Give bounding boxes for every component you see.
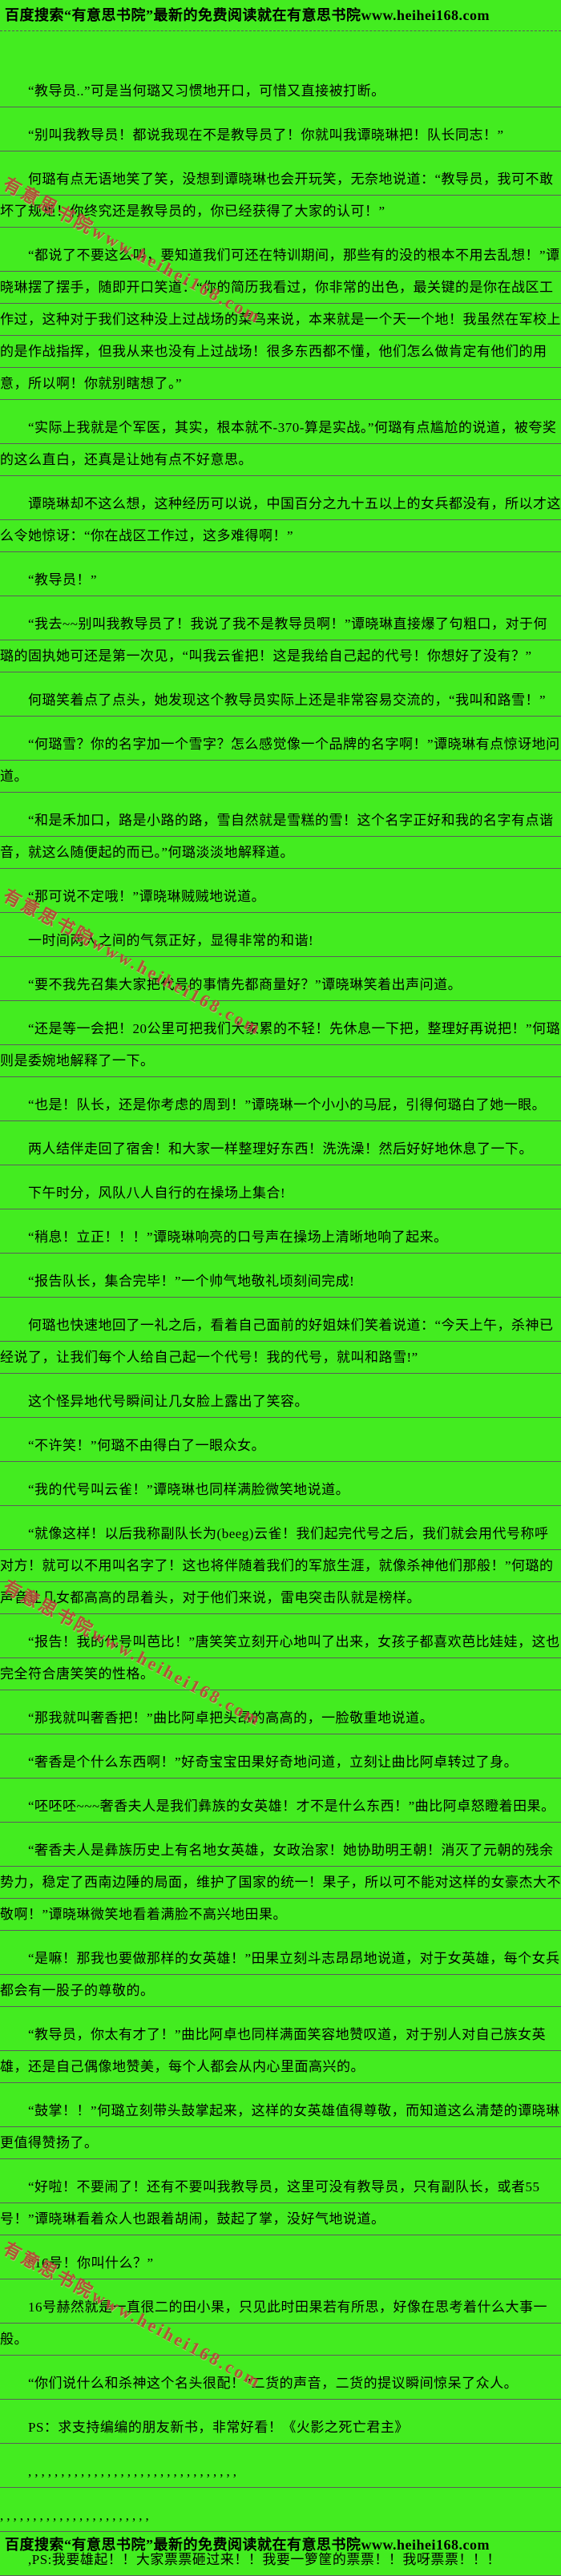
novel-paragraph: “鼓掌！！”何璐立刻带头鼓掌起来，这样的女英雄值得尊敬，而知道这么清楚的谭晓琳更… [0,2095,561,2159]
novel-paragraph: “都说了不要这么叫，要知道我们可还在特训期间，那些有的没的根本不用去乱想！”谭晓… [0,240,561,400]
novel-paragraph: 谭晓琳却不这么想，这种经历可以说，中国百分之九十五以上的女兵都没有，所以才这么令… [0,488,561,552]
novel-paragraph: “就像这样！以后我称副队长为(beeg)云雀！我们起完代号之后，我们就会用代号称… [0,1518,561,1614]
novel-paragraph: 16号赫然就是一直很二的田小果，只见此时田果若有所思，好像在思考着什么大事一般。 [0,2291,561,2356]
novel-paragraph: 这个怪异地代号瞬间让几女脸上露出了笑容。 [0,1386,561,1418]
novel-paragraph: “是嘛！那我也要做那样的女英雄！”田果立刻斗志昂昂地说道，对于女英雄，每个女兵都… [0,1943,561,2007]
novel-paragraph: 两人结伴走回了宿舍！和大家一样整理好东西！洗洗澡！然后好好地休息了一下。 [0,1133,561,1165]
novel-text-body: “教导员..”可是当何璐又习惯地开口，可惜又直接被打断。 “别叫我教导员！都说我现… [0,31,561,2576]
novel-paragraph: “好啦！不要闹了！还有不要叫我教导员，这里可没有教导员，只有副队长，或者55号！… [0,2171,561,2235]
bottom-ad-banner: 百度搜索“有意思书院”最新的免费阅读就在有意思书院www.heihei168.c… [5,2537,490,2553]
novel-paragraph: 一时间两人之间的气氛正好，显得非常的和谐! [0,925,561,957]
novel-paragraph: “教导员，你太有才了！”曲比阿卓也同样满面笑容地赞叹道，对于别人对自己族女英雄，… [0,2019,561,2083]
novel-paragraph: “和是禾加口，路是小路的路，雪自然就是雪糕的雪！这个名字正好和我的名字有点谐音，… [0,805,561,869]
novel-paragraph: “报告队长，集合完毕！”一个帅气地敬礼顷刻间完成! [0,1266,561,1298]
novel-paragraph: “奢香夫人是彝族历史上有名地女英雄，女政治家！她协助明王朝！消灭了元朝的残余势力… [0,1835,561,1931]
novel-paragraph: “教导员！” [0,564,561,596]
novel-paragraph: 下午时分，风队八人自行的在操场上集合! [0,1177,561,1209]
top-ad-banner: 百度搜索“有意思书院”最新的免费阅读就在有意思书院www.heihei168.c… [5,7,490,23]
novel-paragraph: “那我就叫奢香把！”曲比阿卓把头昂的高高的，一脸敬重地说道。 [0,1702,561,1734]
novel-paragraph: 何璐笑着点了点头，她发现这个教导员实际上还是非常容易交流的，“我叫和路雪！” [0,684,561,717]
novel-paragraph: “稍息！立正！！！”谭晓琳响亮的口号声在操场上清晰地响了起来。 [0,1221,561,1254]
novel-paragraph: “16号！你叫什么？” [0,2247,561,2279]
novel-paragraph: “呸呸呸~~~奢香夫人是我们彝族的女英雄！才不是什么东西！”曲比阿卓怒瞪着田果。 [0,1791,561,1823]
novel-paragraph: “要不我先召集大家把代号的事情先都商量好？”谭晓琳笑着出声问道。 [0,969,561,1001]
novel-paragraph: “我的代号叫云雀！”谭晓琳也同样满脸微笑地说道。 [0,1474,561,1506]
novel-paragraph: “报告！我的代号叫芭比！”唐笑笑立刻开心地叫了出来，女孩子都喜欢芭比娃娃，这也完… [0,1626,561,1690]
novel-paragraph: “教导员..”可是当何璐又习惯地开口，可惜又直接被打断。 [0,75,561,107]
novel-paragraph: ,,,,,,,,,,,,,,,,,,,,,,,,,,,,,,,, [0,2456,561,2488]
novel-paragraph: “我去~~别叫我教导员了！我说了我不是教导员啊！”谭晓琳直接爆了句粗口，对于何璐… [0,608,561,672]
novel-paragraph: “别叫我教导员！都说我现在不是教导员了！你就叫我谭晓琳把！队长同志！” [0,119,561,151]
novel-paragraph: “那可说不定哦！”谭晓琳贼贼地说道。 [0,881,561,913]
novel-paragraph: 何璐有点无语地笑了笑，没想到谭晓琳也会开玩笑，无奈地说道：“教导员，我可不敢坏了… [0,164,561,228]
novel-paragraph: “你们说什么和杀神这个名头很配！”二货的声音，二货的提议瞬间惊呆了众人。 [0,2368,561,2400]
novel-paragraph: “还是等一会把！20公里可把我们大家累的不轻！先休息一下把，整理好再说把！”何璐… [0,1013,561,1077]
novel-paragraph: “也是！队长，还是你考虑的周到！”谭晓琳一个小小的马屁，引得何璐白了她一眼。 [0,1089,561,1121]
novel-paragraph: “实际上我就是个军医，其实，根本就不-370-算是实战。”何璐有点尴尬的说道，被… [0,412,561,476]
novel-paragraph: PS：求支持编编的朋友新书，非常好看！《火影之死亡君主》 [0,2412,561,2444]
novel-paragraph: “何璐雪？你的名字加一个雪字？怎么感觉像一个品牌的名字啊！”谭晓琳有点惊讶地问道… [0,729,561,793]
novel-paragraph: “不许笑！”何璐不由得白了一眼众女。 [0,1430,561,1462]
novel-paragraph: 何璐也快速地回了一礼之后，看着自己面前的好姐妹们笑着说道：“今天上午，杀神已经说… [0,1310,561,1374]
header-divider [0,30,561,31]
novel-paragraph: ,,,,,,,,,,,,,,,,,,,,,,, [0,2500,561,2532]
novel-paragraph: “奢香是个什么东西啊！”好奇宝宝田果好奇地问道，立刻让曲比阿卓转过了身。 [0,1746,561,1779]
